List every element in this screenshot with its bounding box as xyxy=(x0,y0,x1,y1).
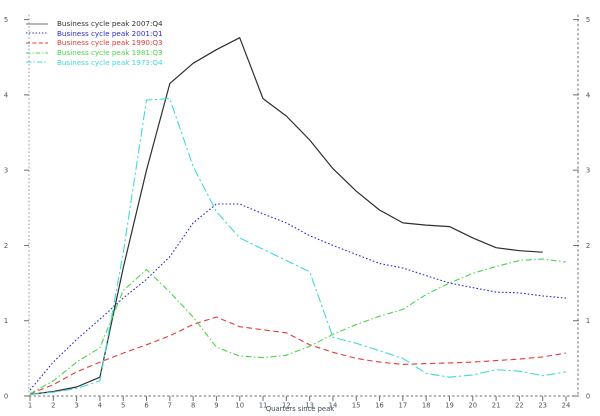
legend-label-2001q1: Business cycle peak 2001:Q1 xyxy=(57,28,163,38)
svg-text:20: 20 xyxy=(468,402,477,410)
svg-text:24: 24 xyxy=(562,402,571,410)
svg-text:2: 2 xyxy=(586,242,590,250)
svg-text:14: 14 xyxy=(329,402,338,410)
svg-text:0: 0 xyxy=(4,392,8,400)
legend-item-2007q4: Business cycle peak 2007:Q4 xyxy=(26,19,163,29)
legend-line-sample-2007q4 xyxy=(26,20,48,28)
legend-line-sample-1981q3 xyxy=(26,49,48,57)
svg-text:5: 5 xyxy=(121,402,125,410)
legend-label-1981q3: Business cycle peak 1981:Q3 xyxy=(57,48,163,58)
svg-text:2: 2 xyxy=(4,242,8,250)
legend-item-1990q3: Business cycle peak 1990:Q3 xyxy=(26,38,163,48)
legend-label-2007q4: Business cycle peak 2007:Q4 xyxy=(57,19,163,29)
svg-text:17: 17 xyxy=(399,402,408,410)
svg-text:12: 12 xyxy=(282,402,291,410)
svg-text:9: 9 xyxy=(214,402,218,410)
svg-text:18: 18 xyxy=(422,402,431,410)
svg-text:10: 10 xyxy=(235,402,244,410)
svg-text:4: 4 xyxy=(4,91,8,99)
svg-text:4: 4 xyxy=(586,91,590,99)
svg-text:1: 1 xyxy=(28,402,32,410)
svg-text:0: 0 xyxy=(586,392,590,400)
legend-label-1973q4: Business cycle peak 1973:Q4 xyxy=(57,57,163,67)
svg-text:7: 7 xyxy=(168,402,172,410)
svg-text:3: 3 xyxy=(74,402,78,410)
svg-text:2: 2 xyxy=(51,402,55,410)
svg-text:5: 5 xyxy=(586,16,590,24)
legend-item-2001q1: Business cycle peak 2001:Q1 xyxy=(26,29,163,39)
legend-line-sample-1973q4 xyxy=(26,58,48,66)
legend-item-1973q4: Business cycle peak 1973:Q4 xyxy=(26,57,163,67)
svg-text:4: 4 xyxy=(98,402,102,410)
svg-text:11: 11 xyxy=(259,402,268,410)
svg-text:8: 8 xyxy=(191,402,195,410)
legend-label-1990q3: Business cycle peak 1990:Q3 xyxy=(57,38,163,48)
svg-text:15: 15 xyxy=(352,402,361,410)
svg-text:1: 1 xyxy=(4,317,8,325)
svg-text:6: 6 xyxy=(144,402,148,410)
svg-text:23: 23 xyxy=(538,402,547,410)
legend: Business cycle peak 2007:Q4 Business cyc… xyxy=(26,19,163,67)
svg-text:16: 16 xyxy=(375,402,384,410)
svg-text:21: 21 xyxy=(492,402,501,410)
legend-line-sample-1990q3 xyxy=(26,39,48,47)
legend-item-1981q3: Business cycle peak 1981:Q3 xyxy=(26,48,163,58)
x-axis-title: Quarters since peak xyxy=(265,405,335,413)
svg-text:1: 1 xyxy=(586,317,590,325)
svg-text:3: 3 xyxy=(586,167,590,175)
svg-text:5: 5 xyxy=(4,16,8,24)
legend-line-sample-2001q1 xyxy=(26,29,48,37)
svg-text:13: 13 xyxy=(305,402,314,410)
svg-text:22: 22 xyxy=(515,402,524,410)
svg-text:3: 3 xyxy=(4,167,8,175)
svg-text:19: 19 xyxy=(445,402,454,410)
